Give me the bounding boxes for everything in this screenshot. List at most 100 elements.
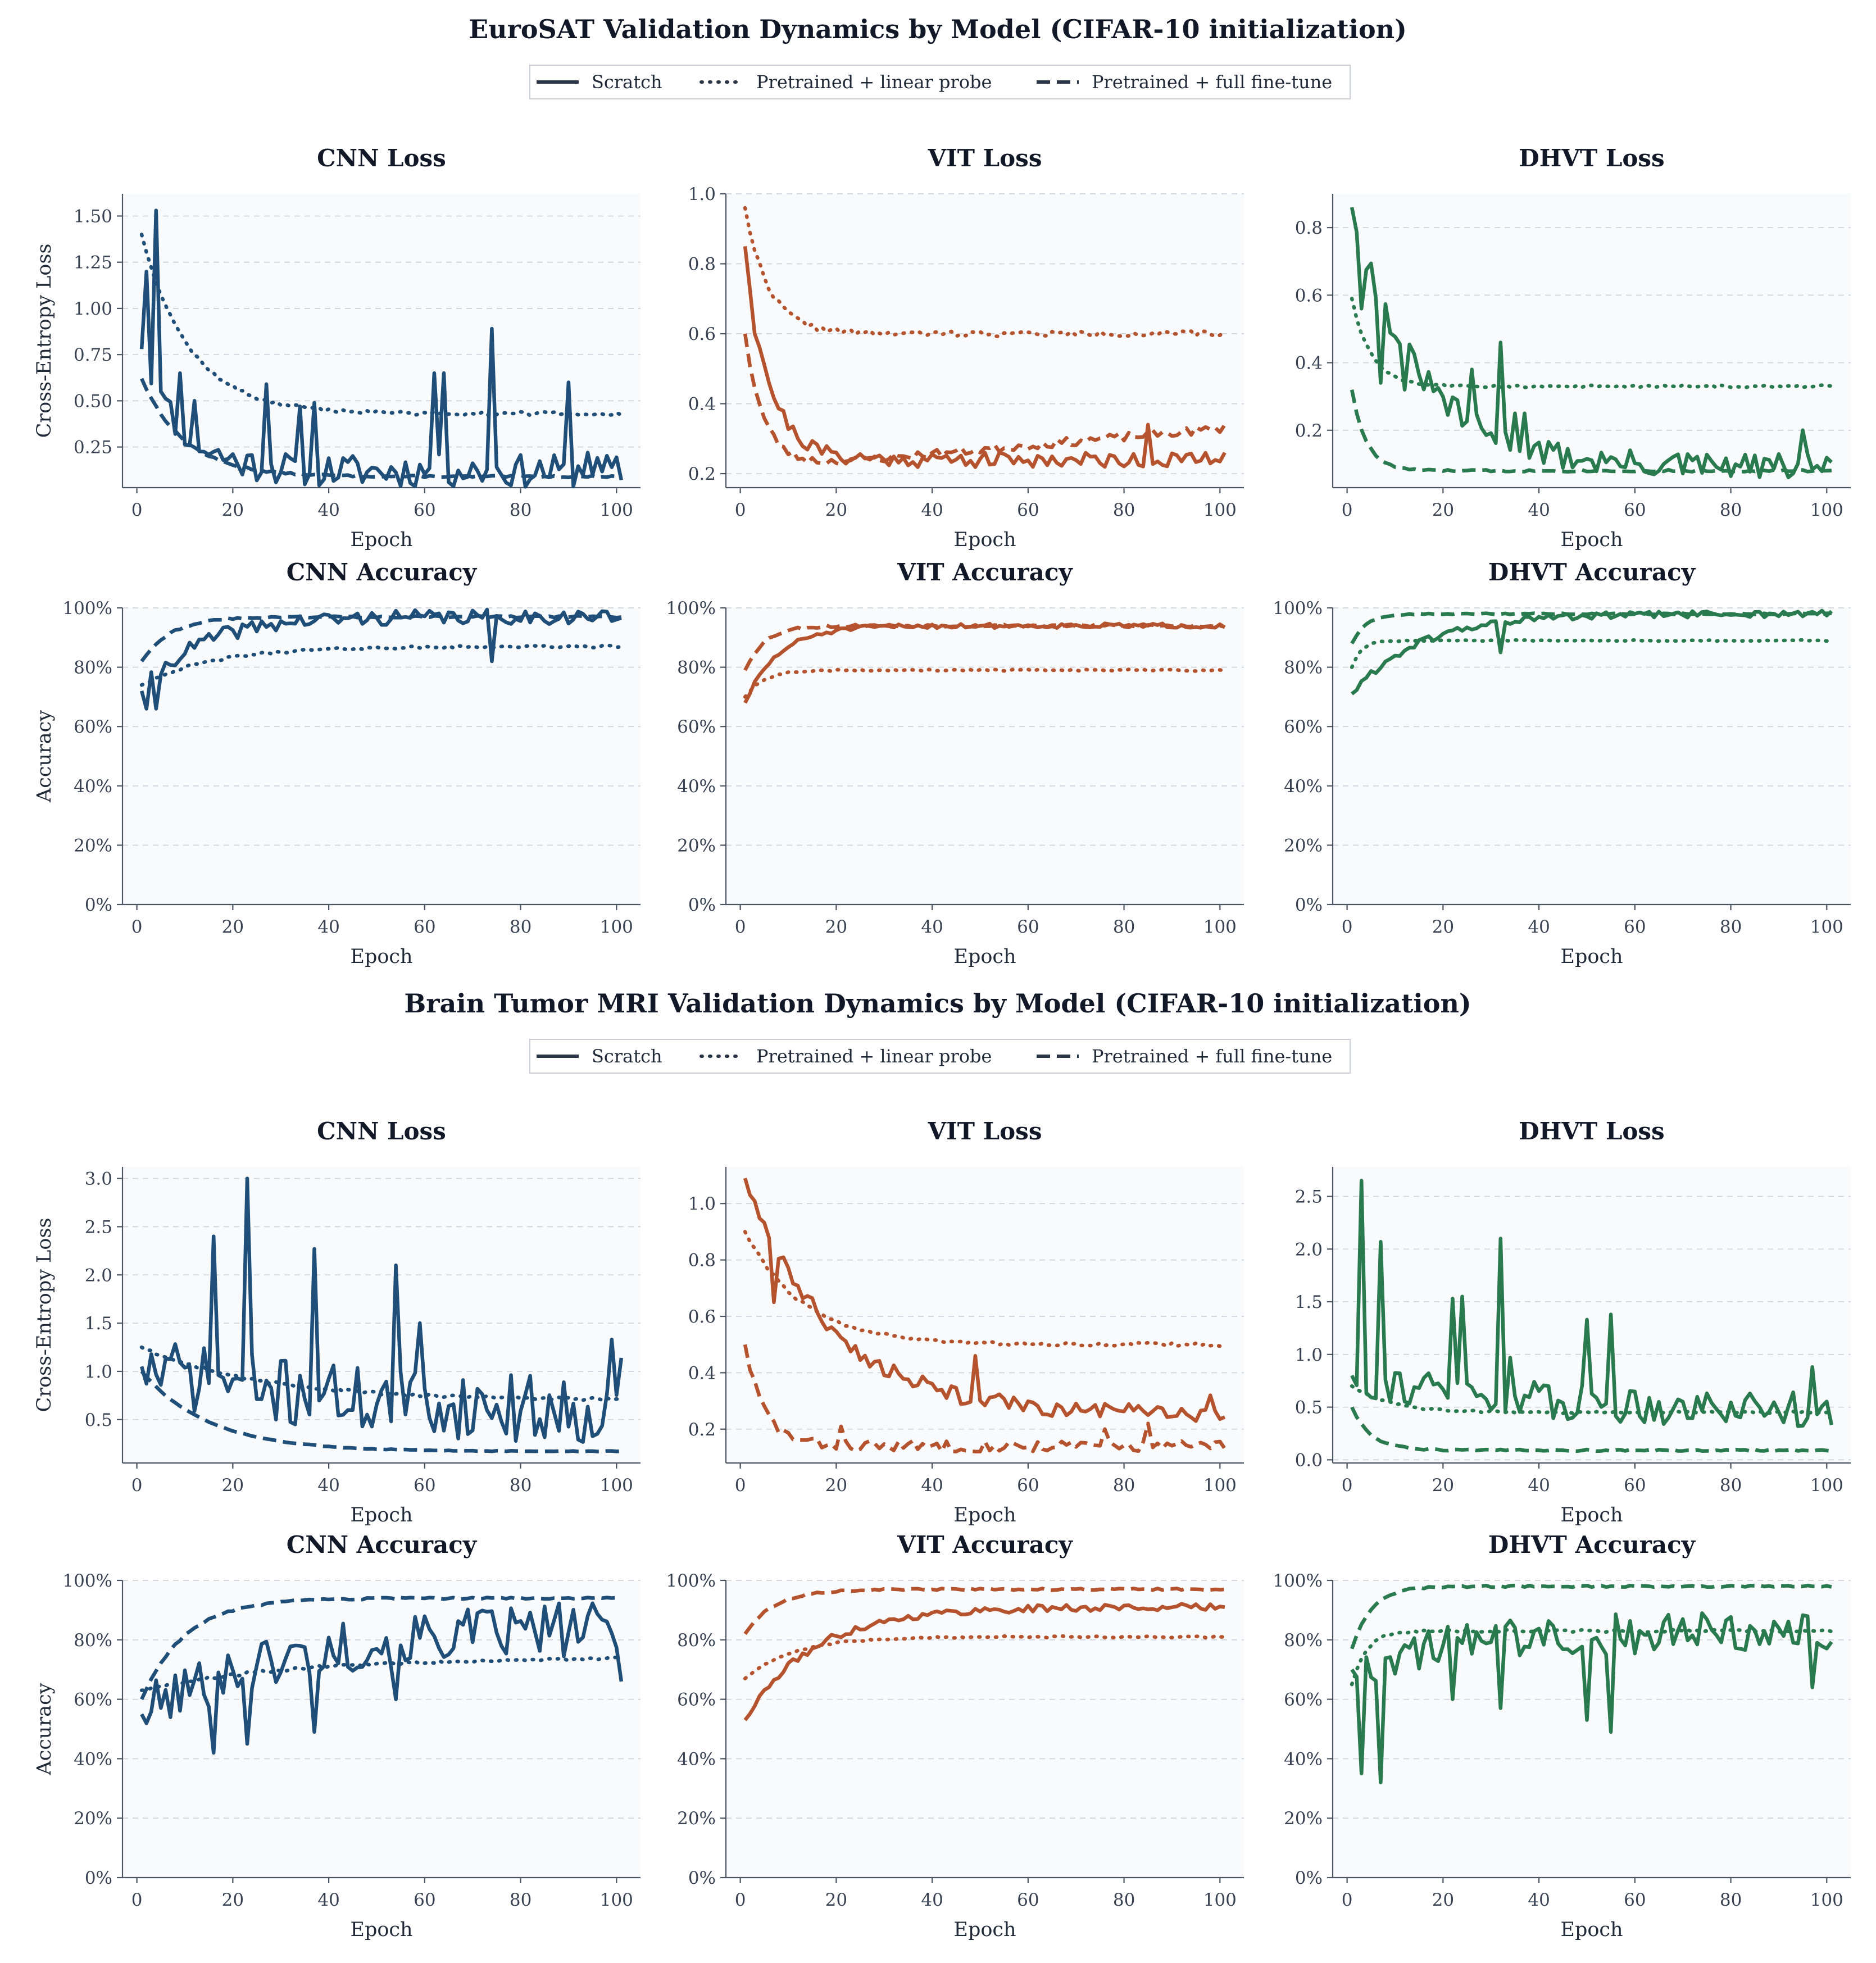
section-suptitle: Brain Tumor MRI Validation Dynamics by M… (404, 988, 1471, 1019)
x-axis-label: Epoch (1560, 1504, 1623, 1526)
x-tick-label: 40 (921, 1890, 943, 1910)
y-tick-label: 0.2 (688, 1420, 716, 1440)
x-tick-label: 20 (825, 1475, 847, 1496)
x-tick-label: 80 (1113, 1890, 1135, 1910)
x-tick-label: 80 (1720, 917, 1742, 937)
x-tick-label: 20 (825, 1890, 847, 1910)
y-tick-label: 0.50 (74, 391, 112, 411)
x-tick-label: 0 (131, 500, 143, 520)
y-tick-label: 100% (1273, 598, 1323, 619)
y-tick-label: 60% (1284, 1690, 1323, 1710)
y-tick-label: 0.6 (1295, 285, 1323, 306)
section-suptitle: EuroSAT Validation Dynamics by Model (CI… (469, 14, 1407, 44)
x-axis-label: Epoch (953, 946, 1016, 968)
panel-title: CNN Accuracy (287, 1531, 478, 1558)
y-tick-label: 1.5 (1295, 1292, 1323, 1312)
plot-area (122, 1580, 641, 1878)
legend-label-dashed: Pretrained + full fine-tune (1092, 1046, 1332, 1067)
panel-title: CNN Accuracy (287, 558, 478, 586)
series-line-solid (743, 246, 1227, 469)
x-tick-label: 60 (1017, 1890, 1039, 1910)
x-axis-label: Epoch (1560, 1919, 1623, 1941)
plot-area (122, 608, 641, 905)
series-line-solid (140, 1601, 624, 1755)
x-tick-label: 60 (1017, 500, 1039, 520)
x-tick-label: 100 (600, 500, 633, 520)
x-tick-label: 20 (1432, 1890, 1454, 1910)
y-tick-label: 0% (688, 895, 716, 915)
panel-dhvt-acc: 0% 20% 40% 60% 80% 100% 0 20 40 60 80 100 DHVT Accur… (1273, 558, 1851, 968)
x-axis-label: Epoch (350, 1504, 412, 1526)
y-tick-label: 20% (1284, 1808, 1323, 1829)
panel-title: DHVT Accuracy (1488, 1531, 1696, 1558)
x-axis-label: Epoch (350, 529, 412, 551)
x-tick-label: 0 (735, 1475, 746, 1496)
series-line-dashed (743, 622, 1225, 671)
y-tick-label: 2.5 (85, 1217, 112, 1237)
x-tick-label: 60 (414, 1475, 435, 1496)
y-tick-label: 20% (74, 1808, 112, 1829)
series-line-dashed (743, 1344, 1227, 1453)
panel-dhvt-acc: 0% 20% 40% 60% 80% 100% 0 20 40 60 80 100 DHVT Accur… (1273, 1531, 1851, 1941)
legend: Scratch Pretrained + linear probe Pretrain… (529, 65, 1351, 99)
y-tick-label: 0.0 (1295, 1450, 1323, 1470)
y-tick-label: 20% (1284, 835, 1323, 856)
y-tick-label: 80% (677, 658, 716, 678)
y-tick-label: 1.0 (1295, 1345, 1323, 1365)
y-tick-label: 80% (1284, 1630, 1323, 1651)
section-eurosat: EuroSAT Validation Dynamics by Model (CI… (33, 14, 1851, 968)
series-line-dashed (140, 1596, 622, 1700)
series-line-dotted (743, 206, 1227, 339)
x-tick-label: 100 (600, 917, 633, 937)
plot-area (122, 194, 641, 488)
x-tick-label: 60 (414, 1890, 435, 1910)
panel-title: DHVT Loss (1519, 1117, 1664, 1145)
x-tick-label: 0 (131, 1890, 143, 1910)
x-tick-label: 40 (1528, 1475, 1550, 1496)
x-tick-label: 100 (1810, 917, 1843, 937)
series-line-solid (1350, 207, 1833, 479)
y-tick-label: 3.0 (85, 1169, 112, 1189)
x-tick-label: 40 (1528, 917, 1550, 937)
series-line-dashed (140, 614, 622, 662)
x-tick-label: 80 (510, 1475, 532, 1496)
x-axis-label: Epoch (1560, 529, 1623, 551)
panel-title: CNN Loss (317, 144, 446, 172)
x-tick-label: 60 (1017, 1475, 1039, 1496)
y-tick-label: 2.0 (1295, 1239, 1323, 1260)
series-line-dotted (1350, 1384, 1834, 1416)
y-tick-label: 40% (1284, 1749, 1323, 1769)
x-tick-label: 20 (1432, 1475, 1454, 1496)
series-line-dashed (1350, 389, 1832, 474)
panel-cnn-loss: 0.25 0.50 0.75 1.00 1.25 1.50 0 20 40 60 80 100 CNN … (33, 144, 641, 551)
y-tick-label: 0.6 (688, 1307, 716, 1327)
series-line-dotted (139, 233, 624, 417)
legend: Scratch Pretrained + linear probe Pretrain… (529, 1039, 1351, 1074)
legend-label-dotted: Pretrained + linear probe (756, 1046, 992, 1067)
y-tick-label: 80% (1284, 658, 1323, 678)
x-tick-label: 60 (1624, 500, 1646, 520)
y-axis-label: Accuracy (33, 710, 56, 803)
plot-area (726, 1580, 1244, 1878)
y-tick-label: 0.4 (688, 394, 716, 415)
legend-label-solid: Scratch (592, 71, 662, 93)
series-line-solid (743, 1602, 1225, 1721)
x-tick-label: 80 (510, 500, 532, 520)
y-tick-label: 60% (677, 717, 716, 737)
y-tick-label: 1.00 (74, 299, 112, 319)
x-tick-label: 60 (1017, 917, 1039, 937)
x-tick-label: 20 (1432, 500, 1454, 520)
x-axis-label: Epoch (953, 1504, 1016, 1526)
y-tick-label: 0.4 (688, 1363, 716, 1383)
series-line-dotted (743, 667, 1227, 699)
y-tick-label: 40% (74, 1749, 112, 1769)
y-tick-label: 0% (1295, 895, 1323, 915)
x-tick-label: 0 (1342, 1890, 1353, 1910)
series-line-solid (1350, 1179, 1834, 1428)
panel-title: CNN Loss (317, 1117, 446, 1145)
panel-dhvt-loss: 0.2 0.4 0.6 0.8 0 20 40 60 80 100 DHVT Loss Epoch (1295, 144, 1851, 551)
y-axis-label: Cross-Entropy Loss (33, 244, 56, 438)
series-line-dashed (1350, 611, 1832, 645)
panel-vit-acc: 0% 20% 40% 60% 80% 100% 0 20 40 60 80 100 VIT Accura… (666, 1531, 1244, 1941)
x-tick-label: 0 (735, 917, 746, 937)
